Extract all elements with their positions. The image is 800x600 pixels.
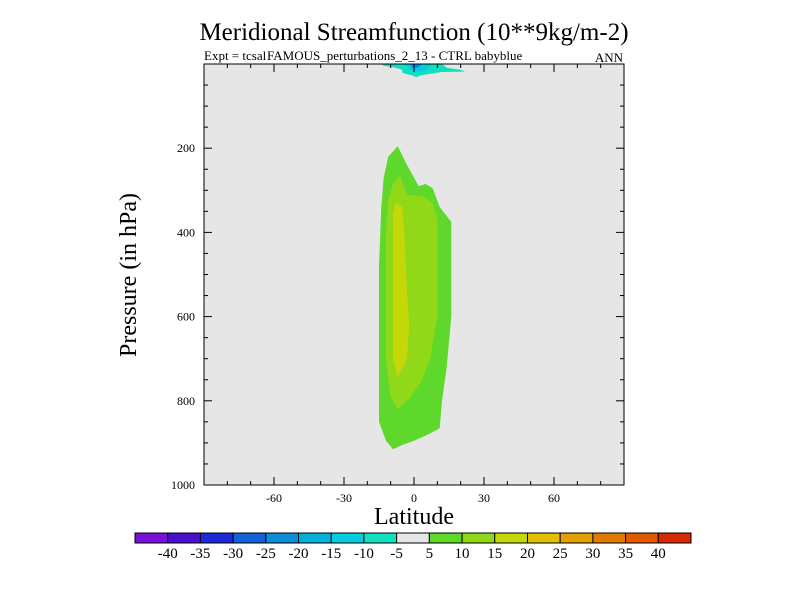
colorbar-swatch: [657, 532, 692, 544]
colorbar-swatch: [199, 532, 234, 544]
colorbar-swatch: [494, 532, 528, 544]
contour-regions: [379, 64, 466, 450]
colorbar-swatch: [396, 532, 430, 544]
y-tick-label: 200: [177, 141, 195, 155]
x-axis-label: Latitude: [374, 504, 454, 530]
y-tick-label: 800: [177, 394, 195, 408]
colorbar-label: -5: [390, 546, 403, 562]
colorbar-swatch: [592, 532, 627, 544]
colorbar-swatch: [625, 532, 659, 544]
colorbar-swatch: [428, 532, 463, 544]
chart-subtitle-experiment: Expt = tcsal: [204, 48, 267, 63]
colorbar-label: 15: [487, 546, 502, 562]
colorbar-label: 25: [553, 546, 568, 562]
colorbar-label: 5: [426, 546, 434, 562]
colorbar-swatch: [232, 532, 267, 544]
colorbar-swatch: [363, 532, 398, 544]
x-tick-label: 30: [478, 491, 490, 505]
colorbar-swatch: [526, 532, 561, 544]
x-tick-label: 60: [548, 491, 560, 505]
colorbar-swatch: [134, 532, 169, 544]
colorbar-swatch: [461, 532, 496, 544]
colorbar-label: -15: [321, 546, 341, 562]
colorbar-swatch: [298, 532, 332, 544]
y-tick-label: 600: [177, 310, 195, 324]
chart-title: Meridional Streamfunction (10**9kg/m-2): [199, 19, 628, 46]
x-tick-label: -60: [266, 491, 282, 505]
y-tick-label: 1000: [171, 478, 195, 492]
axis-tick-labels: -60 -30 0 30 60 200 400 600 800 1000: [171, 141, 560, 505]
axis-ticks: [203, 63, 625, 486]
y-axis-label: Pressure (in hPa): [116, 193, 142, 357]
chart-subtitle-season: ANN: [595, 50, 624, 65]
chart-subtitle-comparison: FAMOUS_perturbations_2_13 - CTRL babyblu…: [267, 48, 523, 63]
colorbar-label: -30: [223, 546, 243, 562]
plot-area: -60 -30 0 30 60 200 400 600 800 1000: [171, 63, 625, 505]
colorbar-label: -35: [190, 546, 210, 562]
colorbar-label: 40: [651, 546, 666, 562]
colorbar-label: 20: [520, 546, 535, 562]
colorbar-labels: -40 -35 -30 -25 -20 -15 -10 -5 5 10 15 20 25 30 35 40: [158, 546, 666, 562]
colorbar-label: -10: [354, 546, 374, 562]
colorbar-swatch: [559, 532, 594, 544]
colorbar-label: -20: [289, 546, 309, 562]
contour-region-negative-cell-inner: [409, 64, 421, 69]
x-tick-label: 0: [411, 491, 417, 505]
colorbar-swatch: [330, 532, 365, 544]
colorbar-label: -25: [256, 546, 276, 562]
colorbar-label: 10: [455, 546, 470, 562]
colorbar: [134, 532, 692, 544]
x-tick-label: -30: [336, 491, 352, 505]
colorbar-swatch: [167, 532, 201, 544]
colorbar-label: -40: [158, 546, 178, 562]
colorbar-label: 35: [618, 546, 633, 562]
colorbar-label: 30: [585, 546, 600, 562]
contour-region-positive-cell-inner: [393, 202, 410, 378]
y-tick-label: 400: [177, 225, 195, 239]
colorbar-swatch: [265, 532, 300, 544]
